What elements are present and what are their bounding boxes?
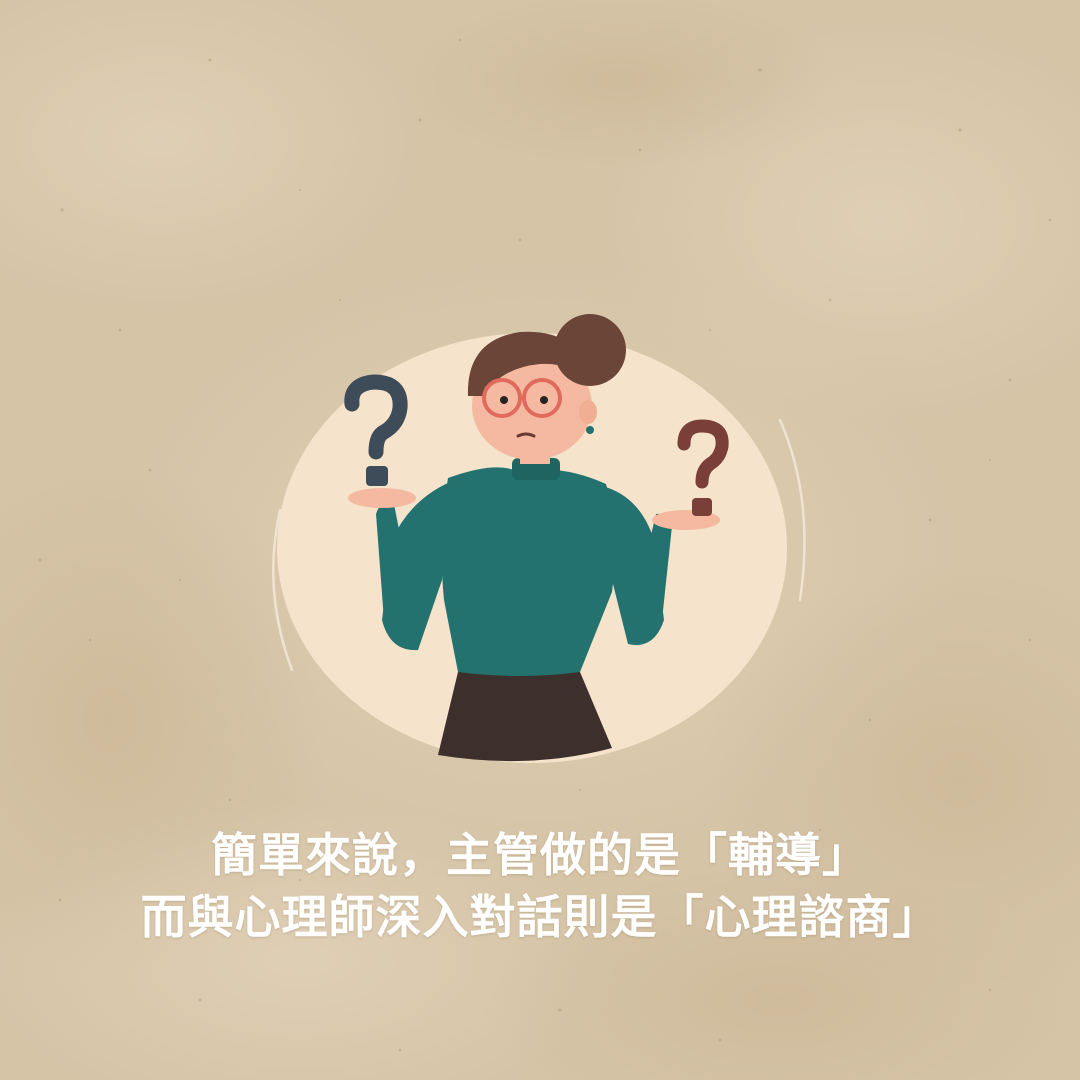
- caption-text: 簡單來說，主管做的是「輔導」 而與心理師深入對話則是「心理諮商」: [0, 824, 1080, 948]
- hair: [467, 331, 596, 396]
- left-forearm: [376, 503, 418, 626]
- left-hand: [348, 488, 416, 508]
- eye-left: [500, 396, 508, 404]
- sweater: [441, 467, 615, 676]
- question-mark-icon: [677, 419, 729, 516]
- caption-line-2: 而與心理師深入對話則是「心理諮商」: [140, 890, 940, 944]
- skirt: [438, 666, 612, 762]
- right-forearm: [630, 513, 672, 624]
- ear: [579, 400, 597, 424]
- mouth: [516, 432, 536, 438]
- question-mark-icon: [344, 374, 408, 486]
- motion-arc-right: [778, 418, 806, 602]
- confused-woman-illustration: [272, 314, 806, 763]
- eye-right: [540, 396, 548, 404]
- caption-line-1: 簡單來說，主管做的是「輔導」: [211, 828, 869, 882]
- motion-arc-left: [272, 508, 294, 672]
- earring: [586, 426, 594, 434]
